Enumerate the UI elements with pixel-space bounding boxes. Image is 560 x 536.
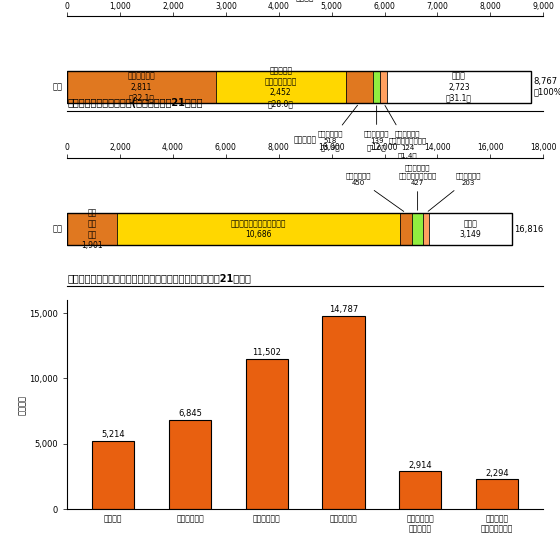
- Bar: [216, 71, 346, 103]
- Text: 地方公共団体
139
（1.6）: 地方公共団体 139 （1.6）: [364, 106, 389, 151]
- Bar: [380, 71, 387, 103]
- Text: 運営主体別産地直売所数(全国）（平成21年度）: 運営主体別産地直売所数(全国）（平成21年度）: [67, 98, 203, 108]
- Bar: [346, 71, 373, 103]
- Text: その他
2,723
（31.1）: その他 2,723 （31.1）: [446, 71, 472, 103]
- Text: 2,914: 2,914: [409, 460, 432, 470]
- Text: 運営主体別の年間販売金額（１産地直売所当たり）（平成21年度）: 運営主体別の年間販売金額（１産地直売所当たり）（平成21年度）: [67, 273, 251, 283]
- Text: 14,787: 14,787: [329, 306, 358, 314]
- Bar: [387, 71, 531, 103]
- Bar: [423, 213, 428, 245]
- Text: 生産者又は
生産者グループ
2,452
（28.0）: 生産者又は 生産者グループ 2,452 （28.0）: [264, 66, 297, 108]
- Text: 11,502: 11,502: [253, 348, 281, 357]
- Text: 地方公共団体
203: 地方公共団体 203: [428, 173, 481, 211]
- X-axis label: （億円）: （億円）: [296, 0, 315, 2]
- Text: 農業協同組合
2,811
（32.1）: 農業協同組合 2,811 （32.1）: [128, 71, 156, 103]
- Bar: [400, 213, 412, 245]
- Text: 8,767
（100%）: 8,767 （100%）: [533, 77, 560, 97]
- Text: 第３セクター
450: 第３セクター 450: [346, 173, 404, 211]
- Bar: [373, 71, 380, 103]
- Text: 農業協同組合
（女性部、青年部）
427: 農業協同組合 （女性部、青年部） 427: [399, 165, 437, 210]
- Text: 生産者又は生産者グループ
10,686: 生産者又は生産者グループ 10,686: [231, 219, 287, 239]
- Text: 2,294: 2,294: [486, 468, 509, 478]
- Bar: [118, 213, 400, 245]
- Text: 5,214: 5,214: [101, 430, 125, 440]
- Text: 16,816: 16,816: [514, 225, 544, 234]
- Text: 農業協同組合
（女性部、青年部）
124
（1.4）: 農業協同組合 （女性部、青年部） 124 （1.4）: [385, 106, 427, 159]
- Bar: [323, 316, 365, 509]
- Bar: [169, 420, 211, 509]
- Bar: [399, 471, 441, 509]
- Text: 6,845: 6,845: [178, 409, 202, 418]
- Text: 第３セクター
518
（5.9）: 第３セクター 518 （5.9）: [318, 105, 357, 151]
- X-axis label: （販売所）: （販売所）: [293, 135, 317, 144]
- Bar: [67, 71, 216, 103]
- Text: その他
3,149: その他 3,149: [459, 219, 481, 239]
- Y-axis label: （万円）: （万円）: [17, 394, 26, 415]
- Bar: [246, 359, 288, 509]
- Bar: [412, 213, 423, 245]
- Bar: [92, 441, 134, 509]
- Bar: [67, 213, 512, 245]
- Text: 全国: 全国: [53, 83, 63, 92]
- Text: 農業
協同
組合
1,901: 農業 協同 組合 1,901: [82, 208, 103, 250]
- Bar: [428, 213, 512, 245]
- Text: 全国: 全国: [53, 225, 63, 234]
- Bar: [67, 213, 118, 245]
- Bar: [67, 71, 531, 103]
- Bar: [476, 479, 518, 509]
